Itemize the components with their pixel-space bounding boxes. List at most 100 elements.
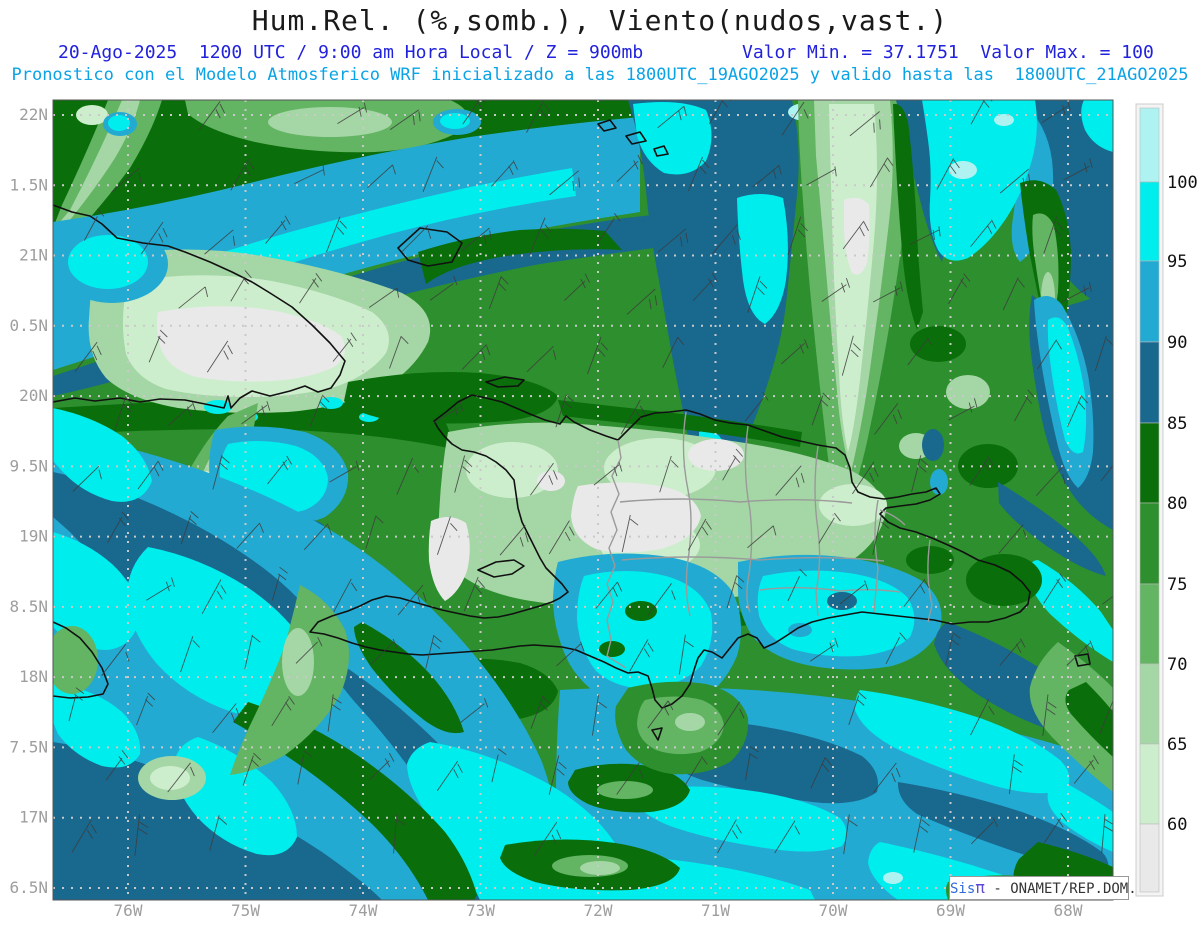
humidity-field-shape bbox=[675, 713, 705, 731]
humidity-field-shape bbox=[994, 114, 1014, 126]
province-borders bbox=[606, 411, 933, 669]
humidity-field-shape bbox=[922, 100, 1037, 261]
humidity-field-shape bbox=[344, 372, 558, 424]
humidity-field-shape bbox=[922, 429, 944, 461]
humidity-field-shape bbox=[966, 554, 1042, 606]
lat-label: 21N bbox=[19, 246, 48, 265]
humidity-field-shape bbox=[68, 235, 148, 289]
grid-dots bbox=[53, 100, 1113, 900]
attribution-text: - ONAMET/REP.DOM. bbox=[984, 881, 1137, 897]
wind-barb-glyphs bbox=[68, 100, 1113, 856]
lat-label: 1.5N bbox=[9, 175, 48, 194]
lon-label: 71W bbox=[701, 901, 730, 920]
humidity-field-shape bbox=[76, 105, 108, 125]
humidity-field-shape bbox=[827, 592, 857, 610]
lat-label: 0.5N bbox=[9, 316, 48, 335]
humidity-field-shape bbox=[150, 766, 190, 790]
humidity-field-shape bbox=[1047, 317, 1087, 454]
humidity-field-shape bbox=[1065, 682, 1113, 757]
colorbar-tick-label: 75 bbox=[1167, 575, 1187, 595]
colorbar-segment bbox=[1139, 663, 1160, 745]
humidity-field-shape bbox=[625, 601, 657, 621]
humidity-field-shape bbox=[906, 546, 954, 574]
lon-label: 69W bbox=[936, 901, 965, 920]
humidity-field-shape bbox=[946, 375, 990, 409]
province-borders-shape bbox=[927, 539, 933, 623]
page-title: Hum.Rel. (%,somb.), Viento(nudos,vast.) bbox=[251, 4, 949, 37]
humidity-field-shape bbox=[998, 482, 1106, 576]
colorbar-segment bbox=[1139, 502, 1160, 585]
lat-label: 9.5N bbox=[9, 456, 48, 475]
humidity-field-shape bbox=[633, 102, 712, 175]
lat-label: 7.5N bbox=[9, 737, 48, 756]
colorbar-segment bbox=[1139, 107, 1160, 183]
sispi-logo-pi: π bbox=[975, 878, 985, 897]
lon-label: 70W bbox=[819, 901, 848, 920]
cuba-coastline bbox=[53, 204, 346, 409]
humidity-field-shape bbox=[108, 115, 130, 131]
lat-label: 8.5N bbox=[9, 597, 48, 616]
colorbar-segment bbox=[1139, 583, 1160, 665]
humidity-field-shape bbox=[1029, 642, 1113, 792]
lon-label: 73W bbox=[466, 901, 495, 920]
province-borders-shape bbox=[814, 445, 821, 617]
humidity-field-shape bbox=[466, 442, 558, 498]
humidity-field-shape bbox=[910, 326, 966, 362]
attribution-box: Sisπ - ONAMET/REP.DOM. bbox=[949, 876, 1137, 900]
humidity-field-shape bbox=[558, 400, 802, 447]
humidity-field-shape bbox=[577, 571, 713, 689]
humidity-field-shape bbox=[597, 781, 653, 799]
humidity-field-shape bbox=[949, 161, 977, 179]
humidity-field-shape bbox=[428, 516, 470, 601]
mona-island bbox=[1074, 653, 1091, 667]
colorbar-segment bbox=[1139, 823, 1160, 893]
humidity-field-shape bbox=[1081, 100, 1113, 152]
colorbar-segment bbox=[1139, 260, 1160, 343]
haiti-dr-border bbox=[606, 439, 627, 669]
colorbar-tick-label: 65 bbox=[1167, 735, 1187, 755]
humidity-field-shape bbox=[127, 547, 316, 718]
province-borders-shape bbox=[744, 425, 753, 613]
coastlines bbox=[53, 119, 1091, 741]
colorbar-tick-label: 60 bbox=[1167, 815, 1187, 835]
lat-label: 22N bbox=[19, 105, 48, 124]
lat-label: 18N bbox=[19, 667, 48, 686]
lon-label: 76W bbox=[114, 901, 143, 920]
colorbar-tick-label: 85 bbox=[1167, 414, 1187, 434]
province-borders-shape bbox=[873, 499, 879, 613]
lon-label: 74W bbox=[349, 901, 378, 920]
humidity-field-shape bbox=[635, 786, 847, 852]
model-run-text: Pronostico con el Modelo Atmosferico WRF… bbox=[11, 65, 1189, 85]
humidity-field-shape bbox=[53, 682, 141, 768]
hispaniola-coastline bbox=[309, 394, 1031, 709]
humidity-field-shape bbox=[418, 228, 622, 284]
colorbar-segment bbox=[1139, 181, 1160, 262]
valid-time-text: 20-Ago-2025 1200 UTC / 9:00 am Hora Loca… bbox=[58, 42, 644, 63]
humidity-field-shape bbox=[737, 194, 788, 324]
humidity-field-shape bbox=[893, 103, 923, 331]
minmax-text: Valor Min. = 37.1751 Valor Max. = 100 bbox=[742, 42, 1154, 63]
map-frame bbox=[52, 99, 1114, 901]
province-borders-shape bbox=[879, 509, 906, 526]
sispi-logo-sis: Sis bbox=[950, 881, 976, 897]
humidity-field-shape bbox=[174, 737, 297, 856]
humidity-field-shape bbox=[1047, 780, 1113, 852]
lon-label: 68W bbox=[1054, 901, 1083, 920]
humidity-field-shape bbox=[53, 100, 700, 335]
humidity-field-shape bbox=[688, 439, 744, 471]
humidity-field-shape bbox=[958, 444, 1018, 488]
colorbar-tick-label: 100 bbox=[1167, 173, 1198, 193]
lon-label: 72W bbox=[584, 901, 613, 920]
subtitle-row: 20-Ago-2025 1200 UTC / 9:00 am Hora Loca… bbox=[0, 42, 1200, 64]
province-borders-shape bbox=[619, 498, 853, 504]
humidity-field-shape bbox=[855, 690, 1070, 794]
humidity-field-shape bbox=[268, 107, 392, 137]
humidity-field-shape bbox=[440, 113, 470, 129]
humidity-field-shape bbox=[599, 641, 625, 657]
wind-barbs bbox=[68, 100, 1113, 856]
humidity-field-shape bbox=[829, 104, 877, 452]
humidity-field-shape bbox=[883, 872, 903, 884]
lon-label: 75W bbox=[231, 901, 260, 920]
